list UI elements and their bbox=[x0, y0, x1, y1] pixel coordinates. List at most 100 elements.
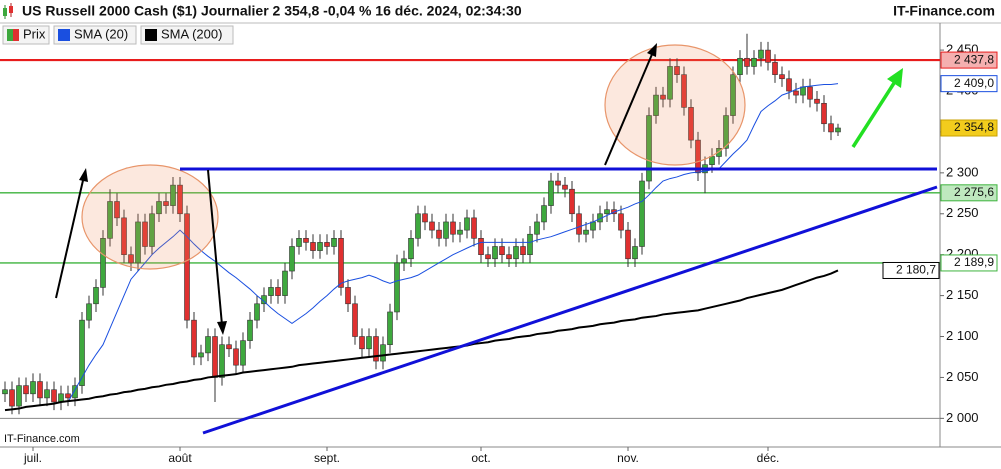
candle-body bbox=[744, 57, 750, 67]
candle-body bbox=[324, 242, 330, 247]
candle-body bbox=[303, 238, 309, 243]
candle-body bbox=[310, 242, 316, 251]
x-tick-label: août bbox=[168, 451, 192, 465]
candle-body bbox=[2, 389, 8, 395]
candle-body bbox=[562, 184, 568, 190]
plot bbox=[0, 33, 940, 419]
arrow-head bbox=[217, 321, 227, 335]
candle-body bbox=[191, 319, 197, 358]
candle-body bbox=[51, 389, 57, 403]
candle-body bbox=[800, 86, 806, 96]
arrow bbox=[851, 79, 898, 148]
legend-swatch bbox=[58, 29, 70, 41]
candle-body bbox=[268, 287, 274, 296]
candle-body bbox=[373, 336, 379, 362]
candle-body bbox=[786, 78, 792, 92]
legend-swatch bbox=[7, 29, 13, 41]
candle-body bbox=[583, 229, 589, 235]
candle-body bbox=[100, 238, 106, 288]
x-tick-label: oct. bbox=[471, 451, 490, 465]
y-tick-label: 2 150 bbox=[946, 287, 979, 302]
candle-body bbox=[737, 57, 743, 75]
candle-body bbox=[730, 74, 736, 116]
candle-body bbox=[79, 319, 85, 386]
candle-body bbox=[772, 62, 778, 75]
candle-body bbox=[289, 246, 295, 272]
candle-body bbox=[198, 352, 204, 358]
price-label: 2 275,6 bbox=[954, 185, 994, 199]
candle-body bbox=[23, 385, 29, 395]
candle-body bbox=[366, 336, 372, 350]
legend-label: SMA (200) bbox=[161, 26, 222, 41]
candle-body bbox=[247, 319, 253, 341]
x-tick-label: sept. bbox=[314, 451, 340, 465]
candle-body bbox=[121, 217, 127, 255]
legend-box bbox=[53, 25, 137, 45]
arrow-head bbox=[647, 43, 657, 57]
annotations bbox=[55, 43, 938, 435]
candle-body bbox=[282, 270, 288, 296]
x-tick-label: nov. bbox=[617, 451, 639, 465]
candle-body bbox=[464, 217, 470, 231]
candle-body bbox=[380, 344, 386, 362]
highlight-circle bbox=[81, 164, 219, 270]
candle-body bbox=[555, 180, 561, 186]
candle-body bbox=[807, 86, 813, 100]
candle-body bbox=[226, 344, 232, 350]
candle-body bbox=[485, 254, 491, 260]
candle-body bbox=[86, 303, 92, 321]
candle-body bbox=[667, 66, 673, 100]
y-tick-label: 2 050 bbox=[946, 369, 979, 384]
candle-body bbox=[219, 344, 225, 378]
candle-body bbox=[352, 303, 358, 337]
candle-body bbox=[814, 98, 820, 104]
x-tick-label: déc. bbox=[757, 451, 780, 465]
candle-body bbox=[212, 336, 218, 378]
legend-box bbox=[140, 25, 234, 45]
candle-body bbox=[275, 287, 281, 296]
candle-body bbox=[681, 74, 687, 108]
candle-body bbox=[779, 74, 785, 80]
highlight-circle bbox=[604, 44, 746, 166]
price-label: 2 189,9 bbox=[954, 255, 994, 269]
candle-body bbox=[478, 238, 484, 255]
candle-body bbox=[429, 221, 435, 231]
candle-body bbox=[618, 213, 624, 231]
candle-body bbox=[527, 233, 533, 255]
candle-body bbox=[646, 115, 652, 182]
price-label-box bbox=[940, 119, 998, 137]
candle-body bbox=[65, 393, 71, 399]
candle-body bbox=[660, 94, 666, 100]
candle-body bbox=[695, 139, 701, 174]
candle-body bbox=[184, 213, 190, 321]
arrow-head bbox=[887, 68, 903, 88]
candle-body bbox=[758, 49, 764, 59]
candle-body bbox=[604, 209, 610, 215]
candle-body bbox=[639, 180, 645, 247]
candle-body bbox=[107, 201, 113, 239]
price-label-box bbox=[940, 254, 998, 272]
candle-body bbox=[590, 221, 596, 231]
candle-body bbox=[128, 254, 134, 264]
candle-body bbox=[240, 340, 246, 366]
candle-body bbox=[793, 90, 799, 96]
y-tick-label: 2 250 bbox=[946, 205, 979, 220]
candle-body bbox=[177, 184, 183, 215]
candle-body bbox=[254, 303, 260, 321]
arrow bbox=[55, 175, 85, 299]
candle-body bbox=[93, 287, 99, 305]
candle-body bbox=[135, 221, 141, 264]
candle-body bbox=[163, 201, 169, 206]
header-icon bbox=[3, 3, 13, 19]
candle-body bbox=[114, 201, 120, 219]
candle-body bbox=[688, 107, 694, 141]
candle-body bbox=[513, 246, 519, 260]
candle-body bbox=[506, 254, 512, 260]
x-tick-label: juil. bbox=[23, 451, 42, 465]
candle-body bbox=[821, 102, 827, 125]
candle-body bbox=[520, 246, 526, 255]
price-label: 2 354,8 bbox=[954, 120, 994, 134]
